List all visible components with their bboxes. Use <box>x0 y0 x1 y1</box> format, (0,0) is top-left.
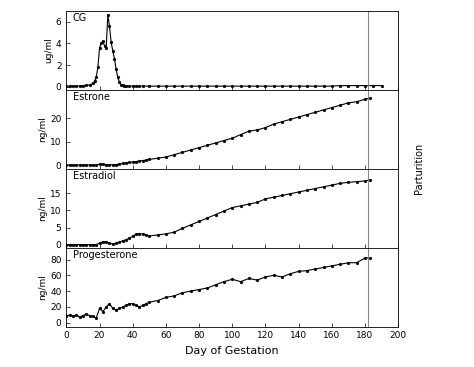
Text: Parturition: Parturition <box>414 143 425 195</box>
Y-axis label: ng/ml: ng/ml <box>38 195 47 221</box>
Text: Estrone: Estrone <box>73 92 110 102</box>
Y-axis label: ng/ml: ng/ml <box>38 116 47 142</box>
Text: CG: CG <box>73 13 87 23</box>
Text: Estradiol: Estradiol <box>73 171 116 181</box>
Y-axis label: ng/ml: ng/ml <box>38 274 47 300</box>
Y-axis label: ug/ml: ug/ml <box>44 37 53 63</box>
Text: Progesterone: Progesterone <box>73 250 137 260</box>
X-axis label: Day of Gestation: Day of Gestation <box>185 346 279 356</box>
